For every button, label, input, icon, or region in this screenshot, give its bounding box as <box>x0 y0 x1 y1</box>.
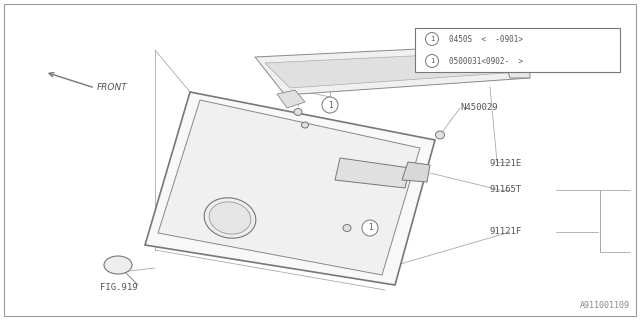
Circle shape <box>426 54 438 68</box>
Text: 1: 1 <box>430 58 434 64</box>
Text: 1: 1 <box>328 100 332 109</box>
Text: 91165T: 91165T <box>490 186 522 195</box>
Polygon shape <box>265 52 520 88</box>
Ellipse shape <box>104 256 132 274</box>
Ellipse shape <box>204 198 256 238</box>
Circle shape <box>322 97 338 113</box>
Polygon shape <box>277 90 305 108</box>
Ellipse shape <box>294 108 302 116</box>
Text: FIG.919: FIG.919 <box>100 284 138 292</box>
Bar <box>415 28 620 72</box>
Text: 1: 1 <box>368 223 372 233</box>
Polygon shape <box>255 45 530 95</box>
Polygon shape <box>145 92 435 285</box>
Text: 91121E: 91121E <box>490 158 522 167</box>
Text: A911001109: A911001109 <box>580 301 630 310</box>
Ellipse shape <box>343 225 351 231</box>
Ellipse shape <box>301 122 308 128</box>
Text: 91121F: 91121F <box>490 228 522 236</box>
Polygon shape <box>500 45 530 78</box>
Polygon shape <box>335 158 410 188</box>
Ellipse shape <box>209 202 251 234</box>
Text: 0450S  <  -0901>: 0450S < -0901> <box>449 35 523 44</box>
Ellipse shape <box>435 131 445 139</box>
Polygon shape <box>402 162 430 182</box>
Circle shape <box>362 220 378 236</box>
Text: FRONT: FRONT <box>97 84 128 92</box>
Text: N450029: N450029 <box>460 103 498 113</box>
Text: 1: 1 <box>430 36 434 42</box>
Text: 0500031<0902-  >: 0500031<0902- > <box>449 57 523 66</box>
Polygon shape <box>158 100 420 275</box>
Circle shape <box>426 33 438 45</box>
